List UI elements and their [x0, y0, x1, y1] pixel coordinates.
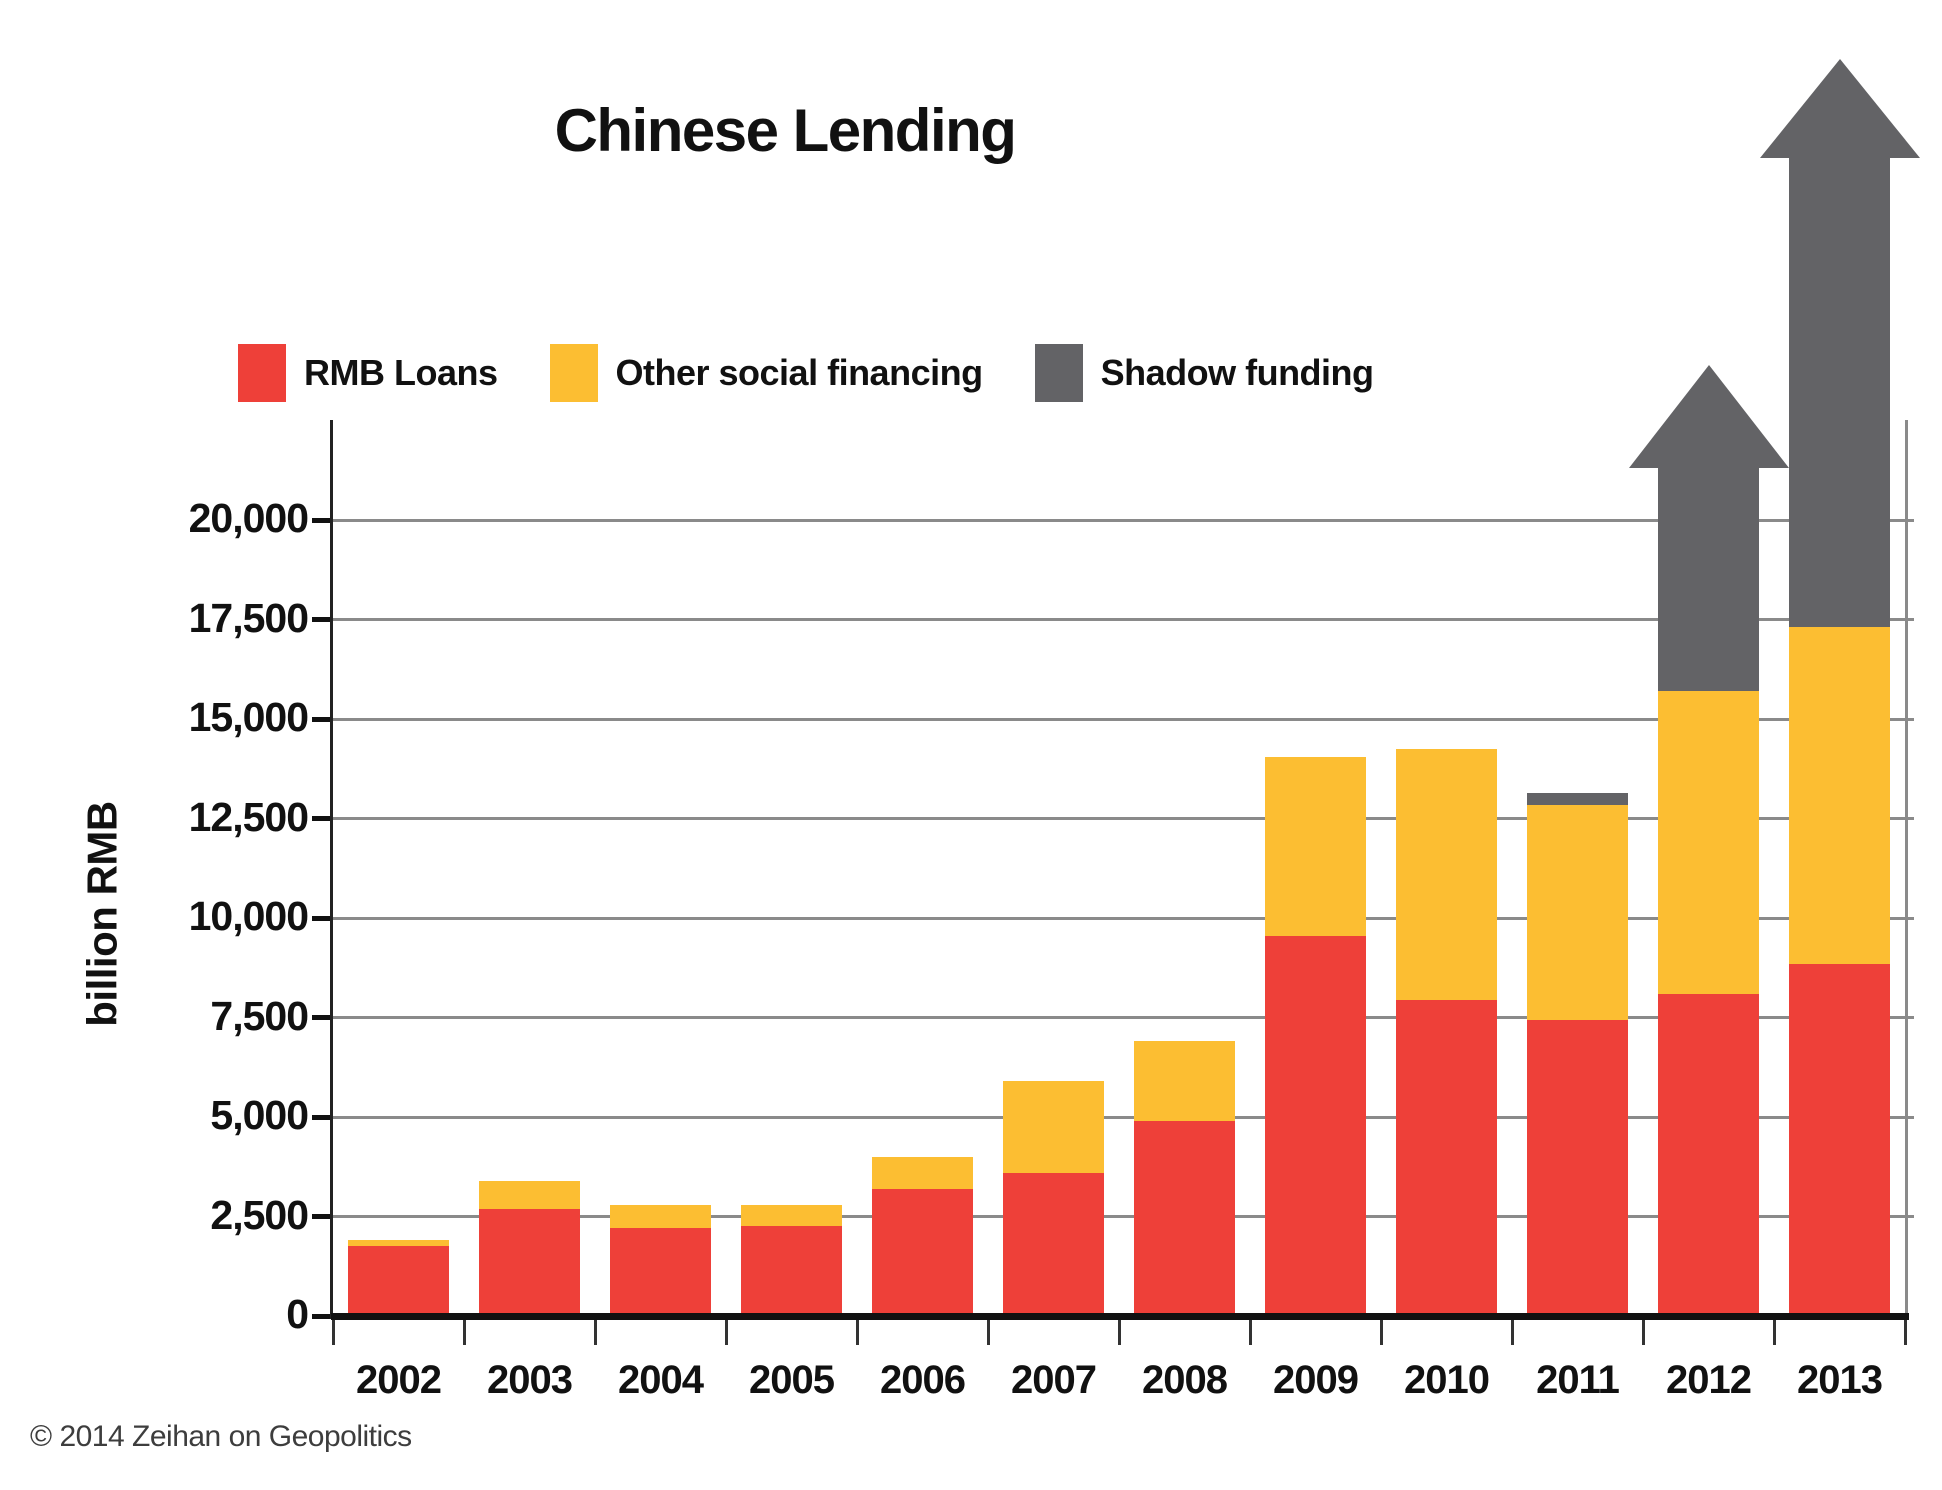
y-axis-tick: [312, 617, 332, 622]
x-axis-tick: [1248, 1319, 1252, 1345]
legend: RMB Loans Other social financing Shadow …: [238, 344, 1374, 402]
bar-2013-segment-rmb-loans: [1789, 963, 1890, 1316]
y-axis-tick: [312, 716, 332, 722]
bar-2007-segment-other-social-financing: [1003, 1081, 1104, 1173]
bar-2002-segment-rmb-loans: [348, 1246, 449, 1316]
x-label-2011: 2011: [1536, 1358, 1620, 1402]
bar-2004-segment-rmb-loans: [610, 1228, 711, 1316]
x-axis-tick: [1641, 1319, 1645, 1345]
y-tick-label-12500: 12,500: [188, 793, 309, 840]
x-axis-tick: [331, 1319, 335, 1345]
x-axis-tick: [1772, 1319, 1776, 1345]
x-axis-tick: [593, 1319, 597, 1345]
y-tick-label-17500: 17,500: [188, 594, 309, 641]
x-label-2012: 2012: [1666, 1358, 1752, 1402]
bar-2009-segment-rmb-loans: [1265, 935, 1366, 1316]
gridline-17500: [333, 618, 1914, 621]
x-label-2002: 2002: [356, 1358, 442, 1402]
bar-2006-segment-rmb-loans: [872, 1188, 973, 1316]
y-axis-tick: [312, 517, 332, 523]
x-axis-tick: [462, 1319, 466, 1345]
chart-title: Chinese Lending: [554, 97, 1017, 164]
y-tick-label-20000: 20,000: [188, 495, 309, 541]
y-tick-label-2500: 2,500: [210, 1191, 309, 1238]
y-axis-line: [330, 420, 333, 1319]
x-axis-tick: [1510, 1319, 1514, 1345]
bar-2008-segment-rmb-loans: [1134, 1120, 1235, 1316]
legend-item-shadow-funding: Shadow funding: [1034, 344, 1374, 402]
bar-2011-segment-rmb-loans: [1527, 1019, 1628, 1316]
other-social-financing-swatch-icon: [549, 344, 598, 402]
gridline-12500: [333, 817, 1914, 820]
bar-2010-segment-other-social-financing: [1396, 748, 1497, 1000]
shadow-funding-swatch-icon: [1034, 344, 1083, 402]
gridline-2500: [333, 1215, 1914, 1218]
gridline-5000: [333, 1115, 1914, 1119]
shadow-arrow-head-2013-up-icon: [1759, 58, 1920, 158]
bar-2002-segment-other-social-financing: [348, 1240, 449, 1247]
bar-2013-segment-other-social-financing: [1789, 627, 1890, 964]
x-axis-tick: [855, 1319, 859, 1345]
bar-2011-segment-shadow-funding: [1527, 792, 1628, 805]
legend-label: Other social financing: [615, 352, 984, 393]
x-label-2006: 2006: [880, 1358, 966, 1402]
y-axis-tick: [312, 1015, 332, 1020]
bar-2003-segment-other-social-financing: [479, 1180, 580, 1209]
plot-area: [331, 58, 1920, 1320]
y-tick-label-0: 0: [286, 1291, 309, 1337]
x-axis-tick: [1379, 1319, 1383, 1345]
x-label-2010: 2010: [1404, 1358, 1490, 1402]
legend-label: Shadow funding: [1100, 352, 1374, 393]
x-axis-tick: [1117, 1319, 1121, 1345]
x-axis-tick: [724, 1319, 728, 1345]
bar-2008-segment-other-social-financing: [1134, 1041, 1235, 1121]
y-axis-tick: [312, 816, 332, 821]
bar-2009-segment-other-social-financing: [1265, 756, 1366, 936]
x-label-2013: 2013: [1797, 1358, 1883, 1402]
bar-2005-segment-rmb-loans: [741, 1226, 842, 1316]
bar-2012-segment-rmb-loans: [1658, 993, 1759, 1316]
y-tick-label-7500: 7,500: [210, 992, 309, 1039]
copyright-text: © 2014 Zeihan on Geopolitics: [30, 1420, 412, 1453]
x-label-2007: 2007: [1011, 1358, 1097, 1402]
x-axis-tick: [986, 1319, 990, 1345]
y-tick-label-10000: 10,000: [188, 893, 309, 939]
bar-2012-segment-other-social-financing: [1658, 691, 1759, 994]
bar-2003-segment-rmb-loans: [479, 1208, 580, 1316]
rmb-loans-swatch-icon: [238, 344, 286, 402]
gridline-7500: [333, 1016, 1914, 1019]
bar-2011-segment-other-social-financing: [1527, 804, 1628, 1020]
y-axis-tick: [312, 1114, 332, 1120]
bar-2005-segment-other-social-financing: [741, 1204, 842, 1227]
x-label-2005: 2005: [749, 1358, 835, 1402]
gridline-15000: [333, 717, 1914, 721]
y-tick-label-15000: 15,000: [188, 694, 309, 740]
x-label-2003: 2003: [487, 1358, 573, 1402]
y-tick-label-5000: 5,000: [210, 1092, 309, 1138]
bar-2006-segment-other-social-financing: [872, 1156, 973, 1189]
legend-label: RMB Loans: [304, 352, 498, 393]
x-axis-tick: [1903, 1319, 1907, 1345]
y-axis-tick: [312, 1313, 332, 1319]
shadow-arrow-head-2012-up-icon: [1628, 365, 1789, 469]
bar-2007-segment-rmb-loans: [1003, 1172, 1104, 1316]
gridline-20000: [333, 518, 1914, 522]
x-label-2004: 2004: [618, 1358, 704, 1402]
bar-2010-segment-rmb-loans: [1396, 999, 1497, 1316]
shadow-arrow-shaft-2012: [1658, 468, 1759, 692]
legend-item-rmb-loans: RMB Loans: [238, 344, 498, 402]
gridline-10000: [333, 916, 1914, 920]
x-label-2009: 2009: [1273, 1358, 1359, 1402]
right-frame-line: [1905, 420, 1908, 1319]
y-axis-tick: [312, 915, 332, 921]
y-axis-tick: [312, 1214, 332, 1219]
bar-2004-segment-other-social-financing: [610, 1204, 711, 1229]
x-axis-line: [331, 1313, 1909, 1320]
shadow-arrow-shaft-2013: [1789, 157, 1890, 628]
x-label-2008: 2008: [1142, 1358, 1228, 1402]
legend-item-other-social-financing: Other social financing: [549, 344, 984, 402]
